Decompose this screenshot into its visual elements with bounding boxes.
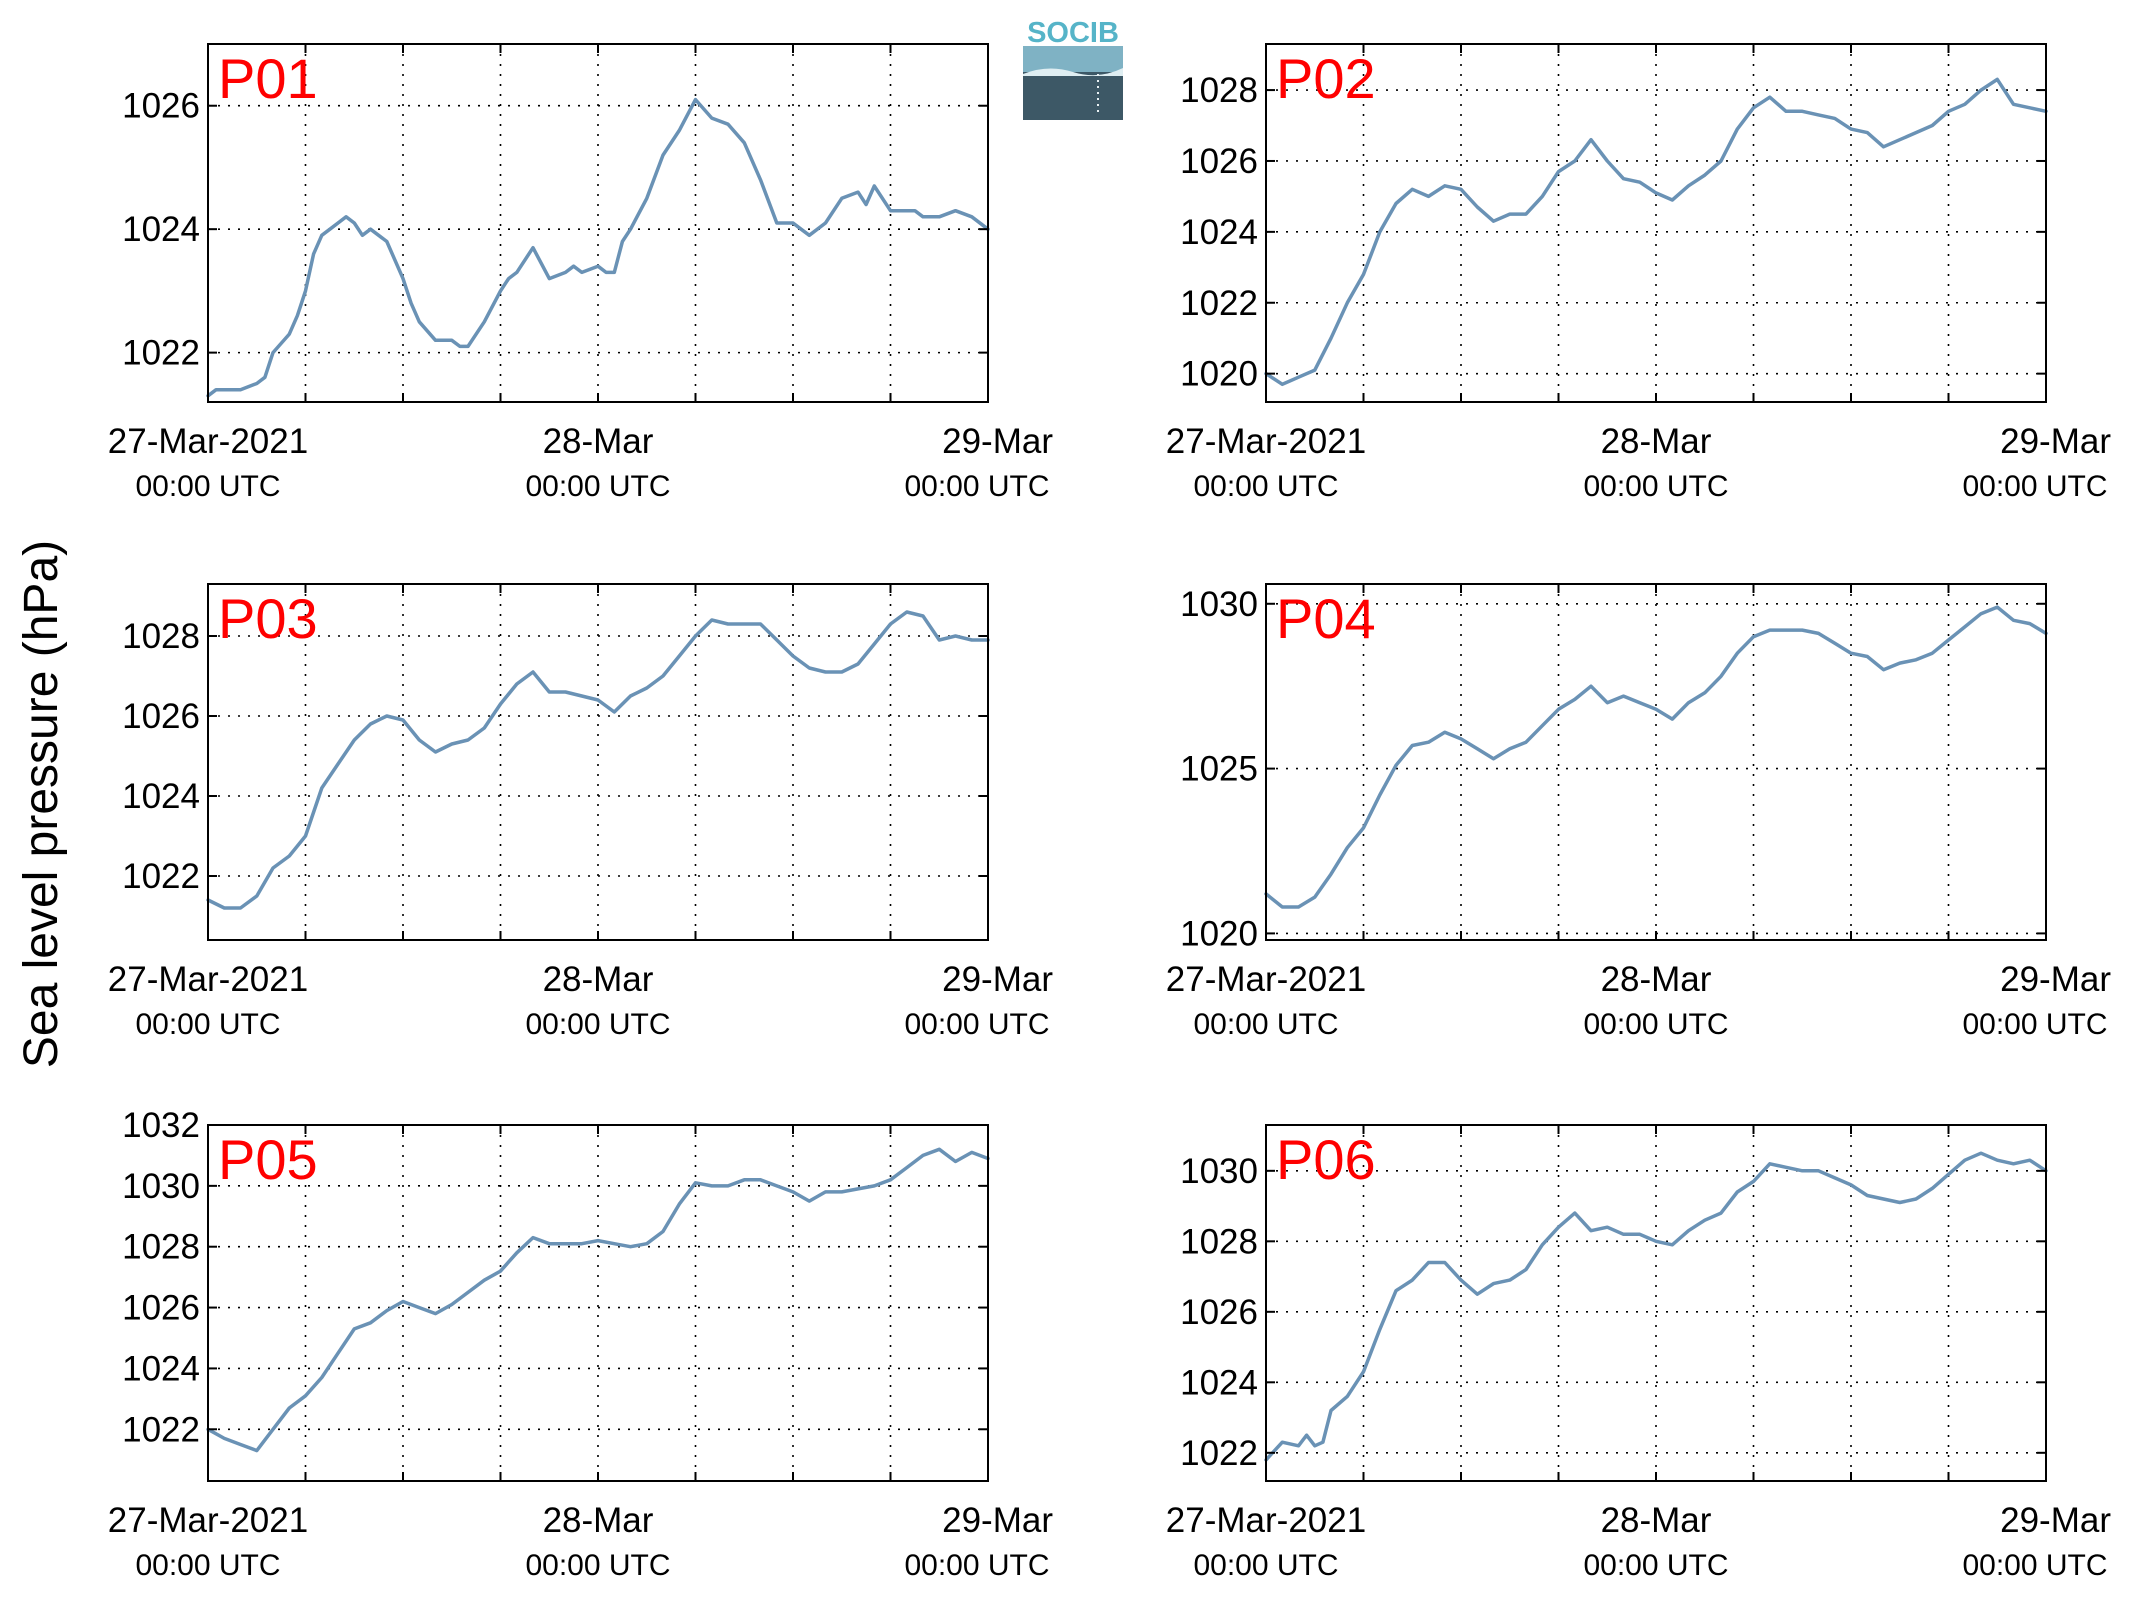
y-tick-label: 1028 (122, 1228, 200, 1267)
x-tick-label: 29-Mar (2000, 960, 2111, 999)
socib-logo-wave (1023, 68, 1123, 76)
panel-label: P03 (218, 587, 318, 650)
x-tick-sublabel: 00:00 UTC (1583, 1549, 1728, 1582)
panel-label: P02 (1276, 47, 1376, 110)
panel-label: P06 (1276, 1128, 1376, 1191)
panel-label: P01 (218, 47, 318, 110)
y-tick-label: 1024 (1180, 1363, 1258, 1402)
y-tick-label: 1024 (122, 777, 200, 816)
x-tick-sublabel: 00:00 UTC (1962, 1008, 2107, 1041)
x-tick-label: 27-Mar-2021 (1166, 1501, 1366, 1540)
panel-p01: 1022 1024 1026 27-Mar-2021 00:00 UTC 28-Mar 00… (108, 43, 1053, 503)
axes-box (207, 583, 989, 941)
pressure-line (1264, 1151, 2048, 1462)
axes-box (1265, 1124, 2047, 1482)
panel-p05: 1022 1024 1026 1028 1030 1032 27-Mar-2021 00:00… (108, 1106, 1054, 1582)
x-tick-label: 29-Mar (2000, 422, 2111, 461)
panel-p06: 1022 1024 1026 1028 1030 27-Mar-2021 00:00 UTC… (1166, 1124, 2111, 1582)
x-tick-sublabel: 00:00 UTC (525, 1549, 670, 1582)
pressure-line (206, 97, 990, 398)
y-tick-label: 1025 (1180, 750, 1258, 789)
socib-logo-text: SOCIB (1027, 17, 1119, 49)
panels: 1022 1024 1026 27-Mar-2021 00:00 UTC 28-Mar 00… (108, 43, 2111, 1582)
axes-box (1265, 583, 2047, 941)
y-tick-label: 1026 (1180, 142, 1258, 181)
x-tick-label: 27-Mar-2021 (108, 422, 308, 461)
y-tick-label: 1028 (122, 617, 200, 656)
x-tick-label: 29-Mar (942, 960, 1053, 999)
x-tick-sublabel: 00:00 UTC (1962, 1549, 2107, 1582)
x-tick-sublabel: 00:00 UTC (1583, 470, 1728, 503)
x-tick-sublabel: 00:00 UTC (135, 1549, 280, 1582)
x-tick-sublabel: 00:00 UTC (904, 1008, 1049, 1041)
panel-p04: 1020 1025 1030 27-Mar-2021 00:00 UTC 28-Mar 00… (1166, 583, 2111, 1041)
y-tick-label: 1026 (122, 87, 200, 126)
x-tick-sublabel: 00:00 UTC (1962, 470, 2107, 503)
x-tick-label: 28-Mar (1601, 422, 1712, 461)
x-tick-label: 29-Mar (942, 1501, 1053, 1540)
x-tick-label: 27-Mar-2021 (1166, 422, 1366, 461)
x-tick-sublabel: 00:00 UTC (135, 470, 280, 503)
y-tick-label: 1026 (122, 1289, 200, 1328)
pressure-line (206, 610, 990, 910)
pressure-line (206, 1147, 990, 1453)
panel-label: P05 (218, 1128, 318, 1191)
socib-logo: SOCIB (1023, 17, 1123, 120)
y-tick-label: 1022 (1180, 284, 1258, 323)
y-tick-label: 1030 (1180, 585, 1258, 624)
x-tick-sublabel: 00:00 UTC (904, 1549, 1049, 1582)
panel-p02: 1020 1022 1024 1026 1028 27-Mar-2021 00:00 UTC… (1166, 43, 2111, 503)
x-tick-sublabel: 00:00 UTC (1193, 1008, 1338, 1041)
panel-label: P04 (1276, 587, 1376, 650)
y-tick-label: 1022 (122, 1410, 200, 1449)
y-tick-label: 1030 (1180, 1152, 1258, 1191)
x-tick-label: 29-Mar (942, 422, 1053, 461)
pressure-line (1264, 77, 2048, 387)
y-tick-label: 1028 (1180, 71, 1258, 110)
x-tick-label: 27-Mar-2021 (108, 960, 308, 999)
x-tick-sublabel: 00:00 UTC (1583, 1008, 1728, 1041)
y-tick-label: 1024 (122, 1349, 200, 1388)
x-tick-label: 27-Mar-2021 (108, 1501, 308, 1540)
pressure-line (1264, 605, 2048, 909)
x-tick-label: 28-Mar (543, 1501, 654, 1540)
y-tick-label: 1026 (1180, 1293, 1258, 1332)
y-axis-label: Sea level pressure (hPa) (15, 540, 68, 1068)
y-tick-label: 1022 (122, 857, 200, 896)
axes-box (207, 1124, 989, 1482)
y-tick-label: 1026 (122, 697, 200, 736)
panel-p03: 1022 1024 1026 1028 27-Mar-2021 00:00 UTC 28-M… (108, 583, 1053, 1041)
y-tick-label: 1032 (122, 1106, 200, 1145)
y-tick-label: 1022 (122, 334, 200, 373)
y-tick-label: 1030 (122, 1167, 200, 1206)
y-tick-label: 1028 (1180, 1222, 1258, 1261)
x-tick-label: 28-Mar (1601, 960, 1712, 999)
x-tick-sublabel: 00:00 UTC (904, 470, 1049, 503)
y-tick-label: 1022 (1180, 1434, 1258, 1473)
y-tick-label: 1020 (1180, 914, 1258, 953)
y-tick-label: 1024 (122, 210, 200, 249)
x-tick-sublabel: 00:00 UTC (135, 1008, 280, 1041)
x-tick-label: 28-Mar (543, 422, 654, 461)
y-tick-label: 1020 (1180, 355, 1258, 394)
x-tick-label: 27-Mar-2021 (1166, 960, 1366, 999)
x-tick-label: 29-Mar (2000, 1501, 2111, 1540)
y-tick-label: 1024 (1180, 213, 1258, 252)
x-tick-sublabel: 00:00 UTC (1193, 1549, 1338, 1582)
x-tick-sublabel: 00:00 UTC (525, 470, 670, 503)
socib-logo-sky (1023, 46, 1123, 72)
x-tick-label: 28-Mar (1601, 1501, 1712, 1540)
x-tick-sublabel: 00:00 UTC (525, 1008, 670, 1041)
axes-box (207, 43, 989, 403)
x-tick-sublabel: 00:00 UTC (1193, 470, 1338, 503)
x-tick-label: 28-Mar (543, 960, 654, 999)
